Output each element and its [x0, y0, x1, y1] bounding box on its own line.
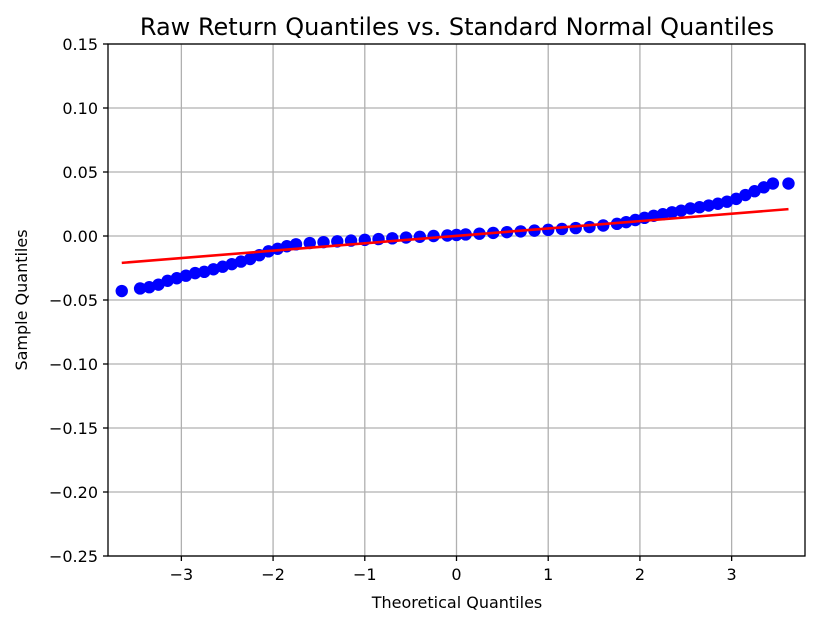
data-point-19	[303, 236, 316, 250]
x-tick-label-5: 2	[635, 565, 645, 584]
data-point-50	[684, 202, 697, 215]
data-point-26	[399, 231, 413, 244]
reference-line	[121, 207, 789, 265]
x-tick-label-4: 1	[543, 565, 553, 584]
y-tick-label-6: 0.05	[62, 163, 98, 182]
plot-area	[115, 177, 795, 298]
data-point-39	[569, 221, 582, 235]
y-tick-label-1: −0.20	[49, 483, 98, 502]
data-point-37	[542, 223, 555, 237]
data-point-59	[766, 177, 780, 190]
data-point-60	[782, 177, 795, 190]
data-point-51	[693, 201, 706, 214]
data-point-0	[115, 284, 128, 298]
y-tick-label-3: −0.10	[49, 355, 98, 374]
data-point-28	[427, 229, 440, 243]
data-point-41	[597, 219, 610, 232]
x-axis-label: Theoretical Quantiles	[371, 593, 543, 612]
x-tick-label-3: 0	[451, 565, 461, 584]
data-point-40	[583, 220, 596, 234]
chart-title: Raw Return Quantiles vs. Standard Normal…	[140, 13, 774, 41]
y-tick-label-0: −0.25	[49, 547, 98, 566]
data-point-1	[133, 282, 147, 295]
x-axis-ticks: −3 −2 −1 0 1 2 3	[170, 556, 737, 584]
y-axis-label: Sample Quantiles	[12, 229, 31, 370]
x-tick-label-0: −3	[170, 565, 194, 584]
y-tick-label-8: 0.15	[62, 35, 98, 54]
y-tick-label-2: −0.15	[49, 419, 98, 438]
data-point-52	[702, 199, 715, 212]
y-tick-label-7: 0.10	[62, 99, 98, 118]
y-tick-label-5: 0.00	[62, 227, 98, 246]
data-point-48	[665, 206, 679, 219]
data-point-27	[413, 230, 427, 243]
x-tick-label-6: 3	[727, 565, 737, 584]
grid-lines	[108, 43, 805, 557]
x-tick-label-2: −1	[353, 565, 377, 584]
y-axis-ticks: −0.25 −0.20 −0.15 −0.10 −0.05 0.00 0.05 0.10 0.1…	[49, 35, 108, 566]
data-point-7	[188, 266, 202, 280]
y-tick-label-4: −0.05	[49, 291, 98, 310]
x-tick-label-1: −2	[261, 565, 285, 584]
